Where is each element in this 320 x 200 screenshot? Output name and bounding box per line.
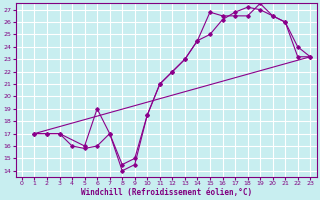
X-axis label: Windchill (Refroidissement éolien,°C): Windchill (Refroidissement éolien,°C)	[81, 188, 252, 197]
